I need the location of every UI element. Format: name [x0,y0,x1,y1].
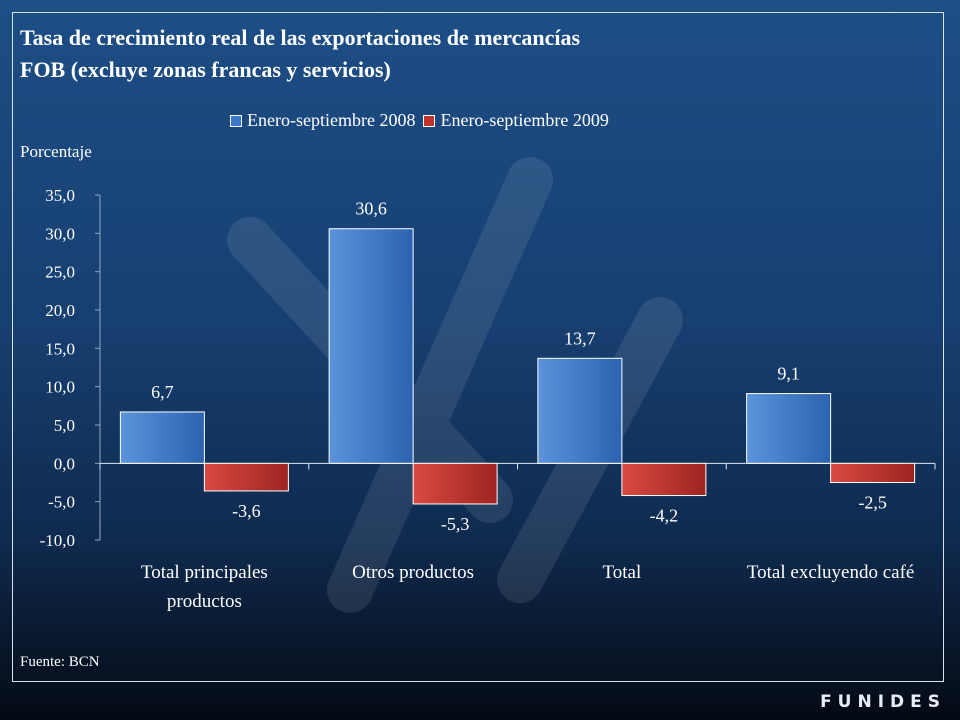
data-label: 30,6 [355,199,387,219]
y-tick-label: 15,0 [45,339,75,358]
y-tick-label: 20,0 [45,301,75,320]
x-category-label: Otros productos [352,562,474,583]
y-tick-label: -10,0 [40,531,75,550]
y-tick-label: 10,0 [45,378,75,397]
bar-2008 [328,228,414,464]
chart-title: Tasa de crecimiento real de las exportac… [20,22,580,86]
bar-2009 [203,462,289,492]
legend: Enero-septiembre 2008 Enero-septiembre 2… [230,110,617,131]
bar-2008 [537,357,623,464]
y-tick-label: 30,0 [45,224,75,243]
data-label: 13,7 [564,328,596,348]
brand-logo: FUNIDES [820,692,946,712]
legend-label-2009: Enero-septiembre 2009 [440,110,609,130]
data-label: -5,3 [441,514,470,534]
bar-2009 [830,462,916,484]
data-label: -3,6 [232,501,261,521]
legend-swatch-2008 [230,114,242,127]
data-label: -4,2 [650,506,679,526]
x-category-label: productos [167,591,242,612]
legend-item-2009: Enero-septiembre 2009 [423,110,609,131]
chart-frame [12,12,944,682]
x-category-label: Total principales [141,562,268,583]
data-label: -2,5 [858,493,887,513]
legend-item-2008: Enero-septiembre 2008 [230,110,415,131]
x-category-label: Total excluyendo café [747,562,914,583]
title-line-1: Tasa de crecimiento real de las exportac… [20,25,581,50]
y-axis-title: Porcentaje [20,142,92,161]
source-note: Fuente: BCN [20,654,100,670]
y-tick-label: 5,0 [54,416,75,435]
y-tick-label: 35,0 [45,186,75,205]
y-tick-label: -5,0 [48,493,75,512]
bar-2008 [119,411,205,464]
y-tick-label: 25,0 [45,263,75,282]
data-label: 9,1 [777,364,800,384]
bar-2008 [746,393,832,464]
legend-label-2008: Enero-septiembre 2008 [247,110,416,130]
data-label: 6,7 [151,382,174,402]
bar-2009 [412,462,498,505]
x-category-label: Total [602,562,641,583]
title-line-2: FOB (excluye zonas francas y servicios) [20,57,391,82]
y-tick-label: 0,0 [54,454,75,473]
bar-2009 [621,462,707,497]
legend-swatch-2009 [423,114,436,127]
